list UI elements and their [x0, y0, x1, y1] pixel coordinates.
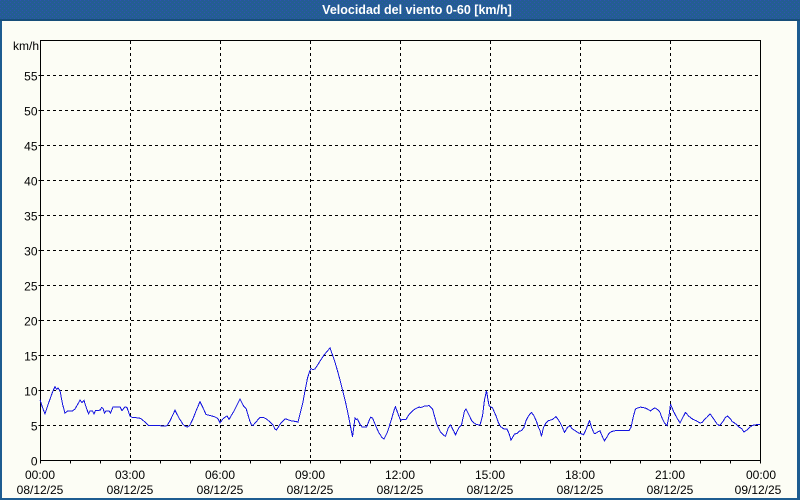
svg-text:03:00: 03:00 — [115, 468, 145, 482]
svg-text:08/12/25: 08/12/25 — [467, 483, 514, 497]
svg-text:km/h: km/h — [13, 39, 39, 53]
svg-text:08/12/25: 08/12/25 — [557, 483, 604, 497]
svg-text:50: 50 — [24, 105, 38, 119]
svg-text:18:00: 18:00 — [565, 468, 595, 482]
svg-text:40: 40 — [24, 175, 38, 189]
svg-text:08/12/25: 08/12/25 — [377, 483, 424, 497]
svg-text:0: 0 — [31, 455, 38, 469]
svg-text:15:00: 15:00 — [475, 468, 505, 482]
svg-text:09/12/25: 09/12/25 — [735, 483, 782, 497]
svg-text:08/12/25: 08/12/25 — [107, 483, 154, 497]
svg-text:08/12/25: 08/12/25 — [17, 483, 64, 497]
svg-text:5: 5 — [31, 420, 38, 434]
svg-text:30: 30 — [24, 245, 38, 259]
svg-text:21:00: 21:00 — [655, 468, 685, 482]
svg-text:15: 15 — [24, 350, 38, 364]
svg-text:25: 25 — [24, 280, 38, 294]
svg-text:08/12/25: 08/12/25 — [647, 483, 694, 497]
svg-text:00:00: 00:00 — [25, 468, 55, 482]
svg-text:08/12/25: 08/12/25 — [197, 483, 244, 497]
svg-text:20: 20 — [24, 315, 38, 329]
svg-text:10: 10 — [24, 385, 38, 399]
svg-text:08/12/25: 08/12/25 — [287, 483, 334, 497]
svg-text:09:00: 09:00 — [295, 468, 325, 482]
svg-text:00:00: 00:00 — [746, 468, 776, 482]
svg-text:35: 35 — [24, 210, 38, 224]
svg-text:45: 45 — [24, 140, 38, 154]
svg-text:12:00: 12:00 — [385, 468, 415, 482]
svg-text:06:00: 06:00 — [205, 468, 235, 482]
svg-text:55: 55 — [24, 70, 38, 84]
